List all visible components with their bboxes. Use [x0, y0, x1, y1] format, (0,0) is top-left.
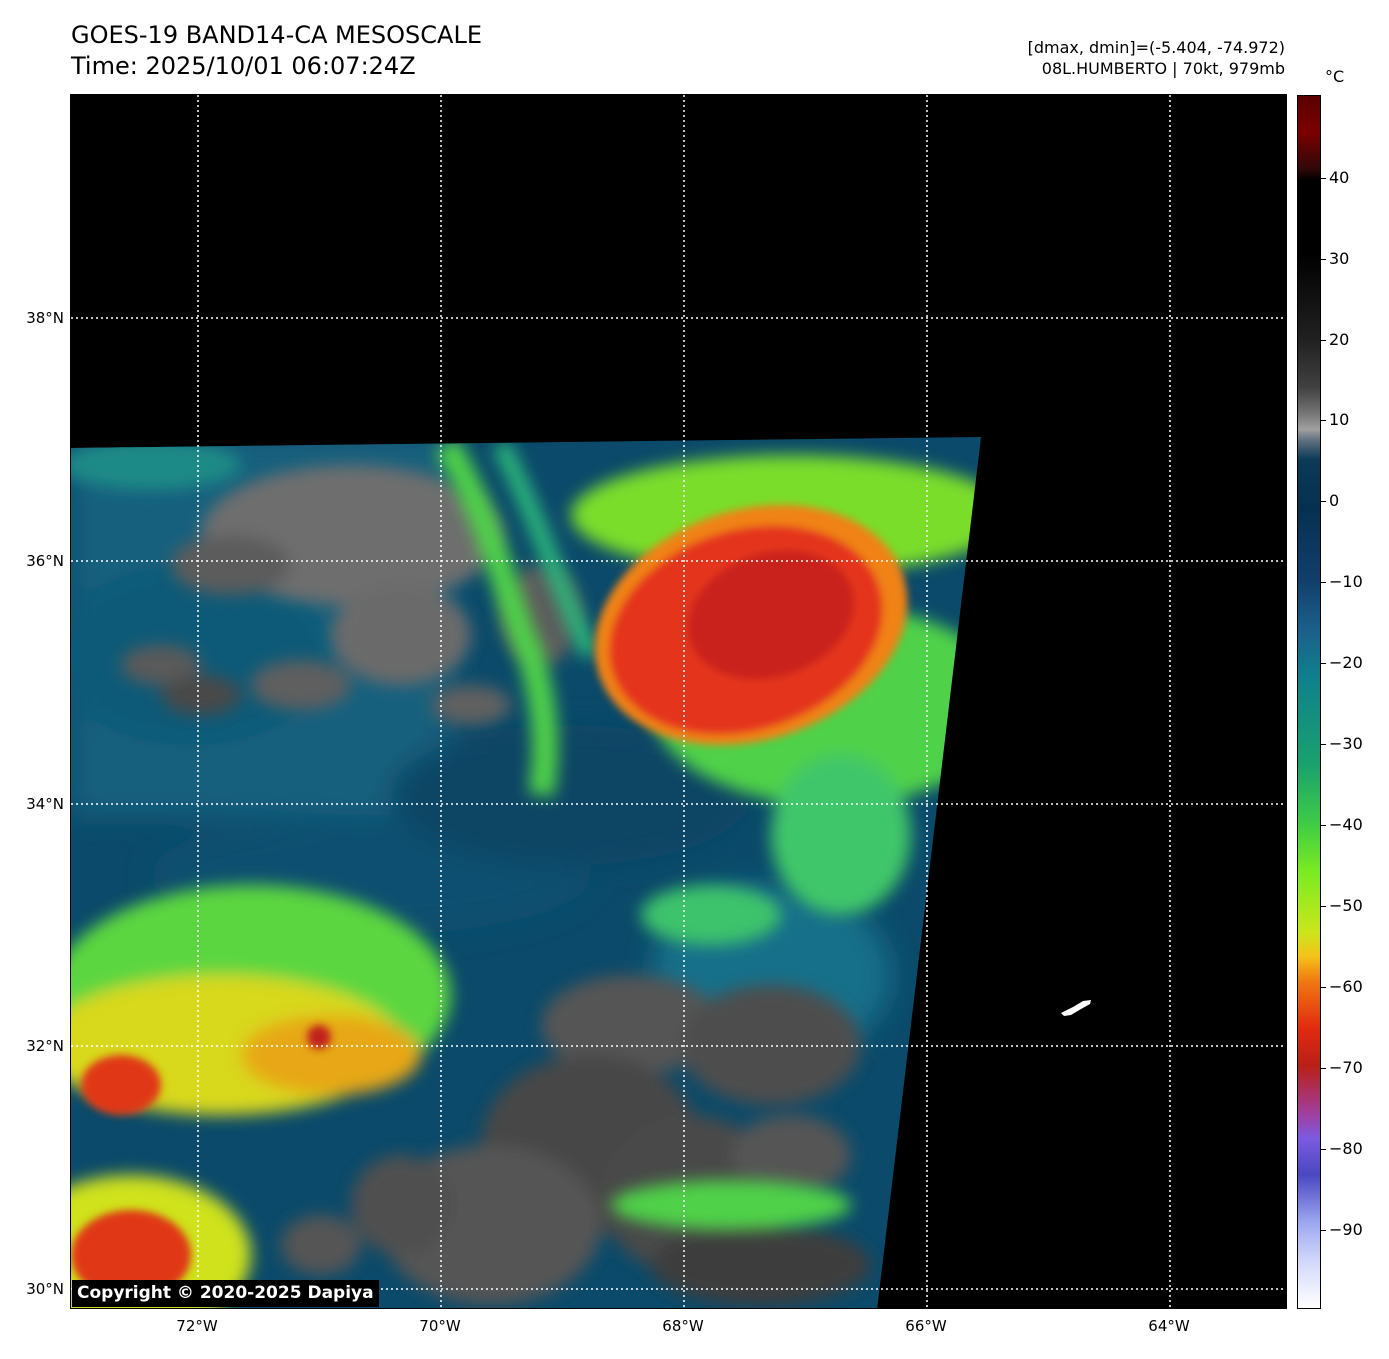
- colorbar-tick-minus60: −60: [1329, 977, 1363, 996]
- product-title: GOES-19 BAND14-CA MESOSCALE: [71, 21, 482, 49]
- colorbar-tick-minus10: −10: [1329, 572, 1363, 591]
- bermuda-island: [1061, 1000, 1091, 1016]
- colorbar-tick-minus70: −70: [1329, 1058, 1363, 1077]
- colorbar-tick-minus40: −40: [1329, 815, 1363, 834]
- lat-label-30n: 30°N: [26, 1280, 64, 1298]
- colorbar-tick-30: 30: [1329, 249, 1350, 268]
- colorbar-tick-minus80: −80: [1329, 1139, 1363, 1158]
- colorbar-tick-mark: [1321, 178, 1326, 179]
- colorbar-tick-mark: [1321, 501, 1326, 502]
- colorbar-tick-mark: [1321, 340, 1326, 341]
- colorbar-tick-20: 20: [1329, 330, 1350, 349]
- lon-label-72w: 72°W: [176, 1317, 218, 1335]
- colorbar-tick-10: 10: [1329, 410, 1350, 429]
- lon-label-64w: 64°W: [1148, 1317, 1190, 1335]
- colorbar-tick-mark: [1321, 1068, 1326, 1069]
- colorbar-tick-minus90: −90: [1329, 1220, 1363, 1239]
- image-swath: [71, 437, 981, 1308]
- colorbar-tick-minus20: −20: [1329, 653, 1363, 672]
- colorbar-tick-mark: [1321, 1230, 1326, 1231]
- lat-label-36n: 36°N: [26, 552, 64, 570]
- colorbar-tick-40: 40: [1329, 168, 1350, 187]
- satellite-map[interactable]: [70, 94, 1287, 1309]
- colorbar-tick-mark: [1321, 744, 1326, 745]
- colorbar-unit: °C: [1325, 67, 1345, 86]
- colorbar-tick-mark: [1321, 420, 1326, 421]
- hurricane-core: [71, 504, 908, 1300]
- colorbar-tick-mark: [1321, 906, 1326, 907]
- colorbar-tick-mark: [1321, 663, 1326, 664]
- colorbar-tick-mark: [1321, 259, 1326, 260]
- colorbar-tick-minus50: −50: [1329, 896, 1363, 915]
- storm-info: 08L.HUMBERTO | 70kt, 979mb: [1041, 59, 1285, 78]
- copyright-notice: Copyright © 2020-2025 Dapiya: [72, 1280, 379, 1307]
- colorbar-tick-mark: [1321, 825, 1326, 826]
- temperature-colorbar: [1297, 95, 1321, 1309]
- warm-cloud-field: [121, 465, 871, 1305]
- brightness-range: [dmax, dmin]=(-5.404, -74.972): [1027, 38, 1285, 57]
- colorbar-tick-mark: [1321, 1149, 1326, 1150]
- lon-label-68w: 68°W: [662, 1317, 704, 1335]
- lat-label-34n: 34°N: [26, 795, 64, 813]
- observation-time: Time: 2025/10/01 06:07:24Z: [71, 52, 416, 80]
- colorbar-tick-0: 0: [1329, 491, 1340, 510]
- satellite-imagery: [71, 95, 1286, 1308]
- lon-label-70w: 70°W: [419, 1317, 461, 1335]
- lat-label-32n: 32°N: [26, 1037, 64, 1055]
- colorbar-tick-mark: [1321, 582, 1326, 583]
- lon-label-66w: 66°W: [905, 1317, 947, 1335]
- colorbar-tick-mark: [1321, 987, 1326, 988]
- colorbar-tick-minus30: −30: [1329, 734, 1363, 753]
- lat-label-38n: 38°N: [26, 309, 64, 327]
